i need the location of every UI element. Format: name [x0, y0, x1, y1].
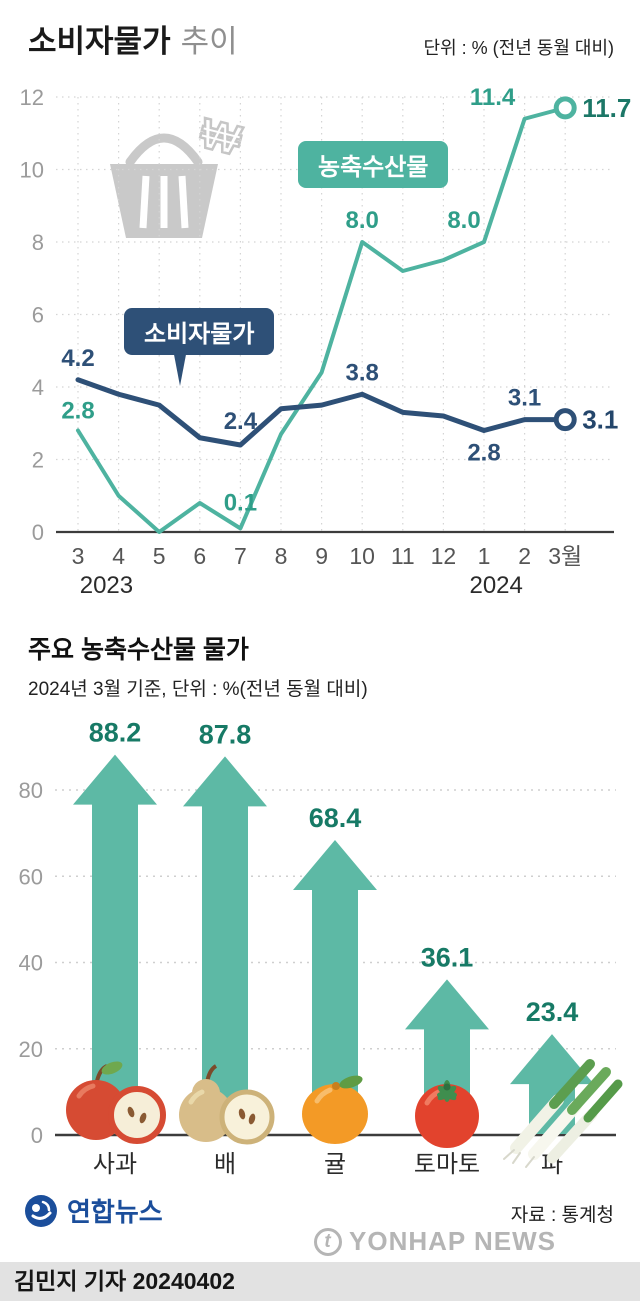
x-axis-label: 7	[234, 543, 247, 569]
section-subtitle: 2024년 3월 기준, 단위 : %(전년 동월 대비)	[28, 679, 368, 700]
series-label-agricultural: 농축수산물	[298, 141, 449, 188]
basket-handle	[125, 133, 203, 167]
point-value-label: 2.8	[467, 440, 500, 467]
x-axis-label: 6	[193, 543, 206, 569]
series-label-pointer	[172, 344, 188, 386]
bar-value-label: 88.2	[89, 718, 142, 748]
yonhap-logo: 연합뉴스	[24, 1192, 163, 1229]
y-axis-label: 10	[20, 158, 44, 183]
point-value-label: 3.1	[508, 385, 541, 412]
bar-category-label: 파	[541, 1151, 563, 1178]
x-axis-label: 4	[112, 543, 125, 569]
arrow-bar	[293, 840, 377, 1134]
yonhap-watermark-icon: t	[314, 1227, 342, 1256]
yonhap-globe-icon	[25, 1194, 57, 1227]
bar-value-label: 68.4	[309, 803, 362, 833]
y-axis-label: 4	[32, 375, 44, 400]
line-agricultural	[76, 105, 568, 534]
yonhap-watermark-text: YONHAP NEWS	[349, 1226, 556, 1256]
y-axis-label: 40	[19, 951, 43, 976]
end-value-label: 11.7	[582, 93, 631, 123]
y-axis-label: 0	[31, 1123, 43, 1148]
data-source: 자료 : 통계청	[510, 1205, 614, 1226]
end-value-label: 3.1	[582, 405, 618, 435]
section-title: 주요 농축수산물 물가	[28, 636, 249, 664]
byline-bar: 김민지 기자 20240402	[0, 1262, 640, 1301]
line-cpi	[75, 377, 568, 448]
page-title: 소비자물가 추이	[28, 16, 238, 61]
point-value-label: 11.4	[470, 84, 516, 111]
point-value-label: 8.0	[447, 207, 480, 234]
x-axis-label: 1	[478, 543, 491, 569]
point-value-label: 0.1	[224, 489, 257, 516]
x-axis-label: 10	[349, 543, 375, 569]
end-marker	[553, 408, 577, 432]
point-value-label: 2.8	[61, 398, 94, 425]
bar-category-label: 배	[214, 1151, 236, 1178]
bar-value-label: 36.1	[421, 942, 474, 972]
bar-value-label: 23.4	[526, 997, 579, 1027]
x-axis-label: 3	[72, 543, 85, 569]
x-axis-label: 5	[153, 543, 166, 569]
end-marker	[553, 96, 577, 120]
y-axis-label: 2	[32, 448, 44, 473]
page-title-suffix: 추이	[180, 24, 238, 59]
shopping-basket-icon: ₩	[110, 108, 247, 238]
y-axis-label: 60	[19, 864, 43, 889]
point-value-label: 3.8	[346, 359, 379, 386]
x-axis-label: 2	[518, 543, 531, 569]
x-axis-label: 8	[275, 543, 288, 569]
bar-category-label: 토마토	[414, 1151, 480, 1178]
y-axis-label: 8	[32, 230, 44, 255]
y-axis-label: 6	[32, 303, 44, 328]
bar-category-label: 사과	[93, 1151, 137, 1178]
point-value-label: 4.2	[61, 345, 94, 372]
y-axis-label: 12	[20, 85, 44, 110]
arrow-bar	[405, 979, 489, 1134]
unit-note: 단위 : % (전년 동월 대비)	[423, 38, 614, 58]
yonhap-logo-text: 연합뉴스	[67, 1197, 163, 1227]
page-title-main: 소비자물가	[28, 24, 171, 59]
x-axis-label: 11	[391, 543, 415, 569]
arrow-bar	[183, 756, 267, 1134]
arrow-bar	[73, 754, 157, 1134]
basket-slat	[139, 175, 150, 229]
y-axis-label: 0	[32, 520, 44, 545]
point-value-label: 8.0	[346, 207, 379, 234]
bar-chart: 0 20 40 60 80 88.2 사과 87.8 배 68.4 귤 36.1 토마토 23.4 파	[19, 718, 616, 1178]
year-label: 2024	[469, 572, 522, 599]
x-axis-label: 12	[431, 543, 457, 569]
x-axis-label: 3월	[548, 543, 582, 569]
bar-value-label: 87.8	[199, 719, 252, 749]
yonhap-watermark: t YONHAP NEWS	[314, 1226, 556, 1257]
x-axis-label: 9	[315, 543, 328, 569]
basket-slat	[178, 175, 189, 229]
year-label: 2023	[80, 572, 133, 599]
bar-category-label: 귤	[324, 1151, 346, 1178]
byline-text: 김민지 기자 20240402	[14, 1268, 235, 1294]
y-axis-label: 80	[19, 778, 43, 803]
series-label-cpi: 소비자물가	[124, 308, 275, 355]
y-axis-label: 20	[19, 1037, 43, 1062]
point-value-label: 2.4	[224, 408, 258, 435]
